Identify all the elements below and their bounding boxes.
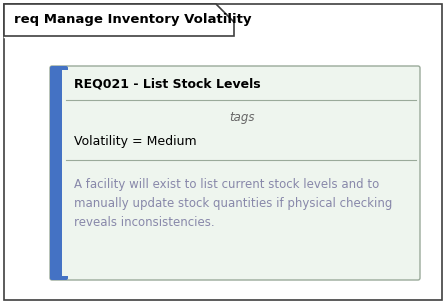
Text: A facility will exist to list current stock levels and to
manually update stock : A facility will exist to list current st…: [74, 178, 392, 229]
Polygon shape: [4, 4, 234, 36]
Bar: [62, 70, 68, 276]
FancyBboxPatch shape: [50, 66, 68, 280]
Bar: [52, 68, 66, 278]
Text: tags: tags: [229, 112, 255, 125]
Text: REQ021 - List Stock Levels: REQ021 - List Stock Levels: [74, 78, 260, 91]
FancyBboxPatch shape: [50, 66, 420, 280]
Text: req Manage Inventory Volatility: req Manage Inventory Volatility: [14, 13, 252, 26]
Text: Volatility = Medium: Volatility = Medium: [74, 136, 197, 148]
